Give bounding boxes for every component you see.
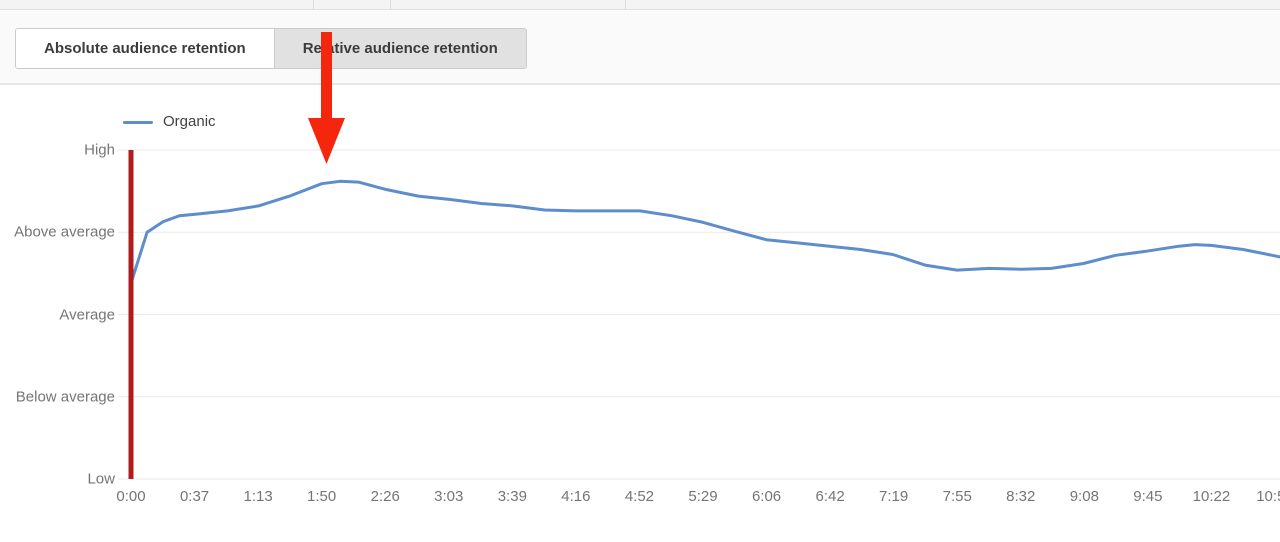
table-cell-divider [625, 0, 626, 10]
y-axis-label: High [84, 141, 115, 159]
legend-series-label: Organic [163, 113, 216, 130]
playhead-marker[interactable] [128, 150, 134, 479]
x-axis-label: 8:32 [1006, 488, 1036, 505]
x-axis-label: 3:39 [497, 488, 527, 505]
chart-legend: Organic [123, 113, 216, 131]
x-axis-label: 1:13 [243, 488, 273, 505]
table-cell-divider [313, 0, 314, 10]
retention-tab-group: Absolute audience retention Relative aud… [15, 28, 527, 69]
cropped-table-edge [0, 0, 1280, 10]
x-axis-label: 5:29 [688, 488, 718, 505]
y-axis-label: Low [87, 470, 115, 488]
legend-line-swatch [123, 120, 153, 124]
x-axis-label: 6:06 [751, 488, 782, 505]
x-axis-label: 7:55 [942, 488, 972, 505]
y-axis-label: Average [59, 306, 115, 323]
y-axis-label: Above average [14, 223, 115, 241]
x-axis-label: 4:16 [561, 488, 591, 505]
x-axis-label: 3:03 [434, 488, 464, 505]
x-axis-labels: 0:00 0:37 1:13 1:50 2:26 3:03 3:39 4:16 4:52 5:29… [0, 488, 1280, 508]
x-axis-label: 2:26 [370, 488, 400, 505]
x-axis-label: 9:45 [1133, 488, 1163, 505]
table-cell-divider [390, 0, 391, 10]
y-axis-label: Below average [15, 388, 115, 406]
x-axis-label: 10:58 [1256, 488, 1280, 505]
x-axis-label: 0:37 [179, 488, 210, 505]
x-axis-label: 6:42 [815, 488, 845, 505]
x-axis-label: 4:52 [624, 488, 655, 505]
x-axis-label: 0:00 [116, 488, 146, 505]
tab-absolute-retention[interactable]: Absolute audience retention [16, 29, 274, 68]
y-axis-labels: High Above average Average Below average Low [0, 0, 115, 542]
x-axis-label: 1:50 [307, 488, 337, 505]
retention-line-organic [129, 179, 1280, 285]
x-axis-label: 9:08 [1069, 488, 1099, 505]
x-axis-label: 10:22 [1192, 488, 1231, 505]
x-axis-label: 7:19 [879, 488, 909, 505]
